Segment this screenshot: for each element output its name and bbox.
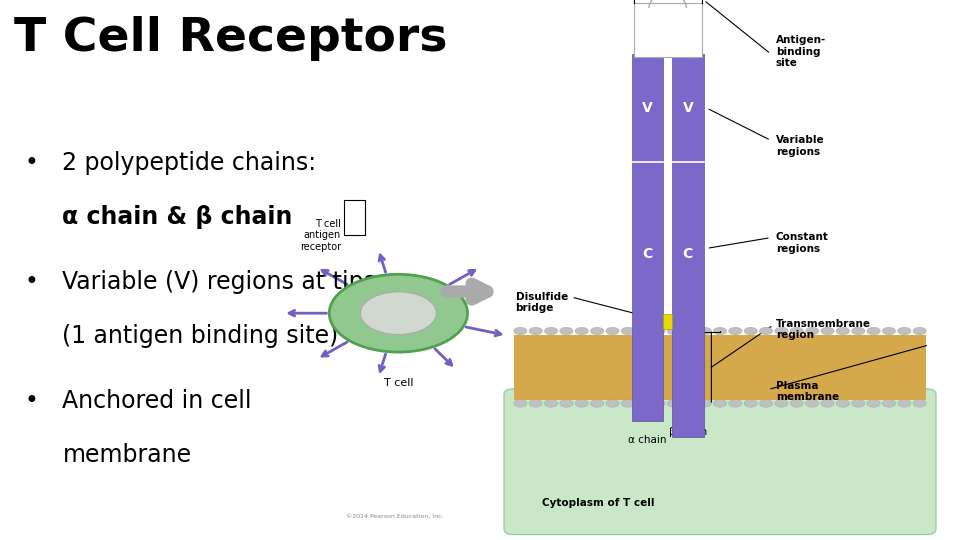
- Circle shape: [913, 400, 926, 407]
- Bar: [632, 54, 663, 421]
- Text: Transmembrane
region: Transmembrane region: [776, 319, 871, 340]
- Circle shape: [544, 327, 558, 335]
- Text: α chain: α chain: [628, 435, 667, 445]
- Text: V: V: [642, 101, 653, 115]
- Circle shape: [713, 400, 727, 407]
- Text: membrane: membrane: [62, 443, 192, 467]
- Circle shape: [821, 327, 834, 335]
- Circle shape: [529, 400, 542, 407]
- Bar: [514, 335, 926, 400]
- Bar: [634, 3, 702, 57]
- Text: Cytoplasm of T cell: Cytoplasm of T cell: [542, 497, 655, 508]
- Text: C: C: [642, 247, 653, 261]
- Text: Variable
regions: Variable regions: [776, 135, 825, 157]
- Circle shape: [867, 400, 880, 407]
- Circle shape: [775, 400, 788, 407]
- Circle shape: [560, 327, 573, 335]
- Circle shape: [698, 327, 711, 335]
- Circle shape: [636, 400, 650, 407]
- Circle shape: [913, 327, 926, 335]
- Bar: [344, 200, 365, 235]
- Circle shape: [729, 400, 742, 407]
- Circle shape: [744, 327, 757, 335]
- Circle shape: [698, 400, 711, 407]
- Circle shape: [514, 327, 527, 335]
- Circle shape: [759, 327, 773, 335]
- Circle shape: [744, 400, 757, 407]
- Circle shape: [560, 400, 573, 407]
- Circle shape: [836, 327, 850, 335]
- Circle shape: [544, 400, 558, 407]
- Circle shape: [621, 400, 635, 407]
- Text: V: V: [683, 101, 693, 115]
- Circle shape: [821, 400, 834, 407]
- Circle shape: [805, 327, 819, 335]
- Circle shape: [575, 400, 588, 407]
- Text: Disulfide
bridge: Disulfide bridge: [516, 292, 567, 313]
- Text: Antigen-
binding
site: Antigen- binding site: [776, 35, 826, 68]
- Text: •: •: [24, 389, 37, 413]
- Circle shape: [790, 327, 804, 335]
- Circle shape: [529, 327, 542, 335]
- Circle shape: [606, 400, 619, 407]
- Text: T cell: T cell: [384, 378, 413, 388]
- Circle shape: [898, 400, 911, 407]
- Circle shape: [606, 327, 619, 335]
- Text: •: •: [24, 270, 37, 294]
- Circle shape: [898, 327, 911, 335]
- FancyBboxPatch shape: [504, 389, 936, 535]
- Circle shape: [652, 327, 665, 335]
- Circle shape: [790, 400, 804, 407]
- Text: C: C: [683, 247, 693, 261]
- Text: Plasma
membrane: Plasma membrane: [776, 381, 839, 402]
- Text: ©2014 Pearson Education, Inc.: ©2014 Pearson Education, Inc.: [346, 514, 444, 518]
- Circle shape: [836, 400, 850, 407]
- Circle shape: [805, 400, 819, 407]
- Circle shape: [882, 327, 896, 335]
- Circle shape: [852, 327, 865, 335]
- Circle shape: [775, 327, 788, 335]
- Circle shape: [360, 292, 437, 335]
- Text: Variable (V) regions at tips: Variable (V) regions at tips: [62, 270, 376, 294]
- Circle shape: [882, 400, 896, 407]
- Text: 2 polypeptide chains:: 2 polypeptide chains:: [62, 151, 317, 175]
- Circle shape: [590, 400, 604, 407]
- Circle shape: [713, 327, 727, 335]
- Circle shape: [636, 327, 650, 335]
- Text: Anchored in cell: Anchored in cell: [62, 389, 252, 413]
- Circle shape: [759, 400, 773, 407]
- Circle shape: [683, 327, 696, 335]
- Circle shape: [621, 327, 635, 335]
- Circle shape: [729, 327, 742, 335]
- Circle shape: [667, 400, 681, 407]
- Circle shape: [852, 400, 865, 407]
- Circle shape: [667, 327, 681, 335]
- Circle shape: [867, 327, 880, 335]
- Circle shape: [575, 327, 588, 335]
- Text: β chain: β chain: [669, 427, 707, 437]
- Circle shape: [683, 400, 696, 407]
- Circle shape: [329, 274, 468, 352]
- Text: T cell
antigen
receptor: T cell antigen receptor: [300, 219, 341, 252]
- Text: T Cell Receptors: T Cell Receptors: [14, 16, 448, 61]
- Circle shape: [652, 400, 665, 407]
- Circle shape: [590, 327, 604, 335]
- Text: (1 antigen binding site): (1 antigen binding site): [62, 324, 339, 348]
- Text: •: •: [24, 151, 37, 175]
- Text: Constant
regions: Constant regions: [776, 232, 828, 254]
- Circle shape: [514, 400, 527, 407]
- Bar: [672, 54, 704, 437]
- Bar: [663, 314, 672, 329]
- Text: α chain & β chain: α chain & β chain: [62, 205, 293, 229]
